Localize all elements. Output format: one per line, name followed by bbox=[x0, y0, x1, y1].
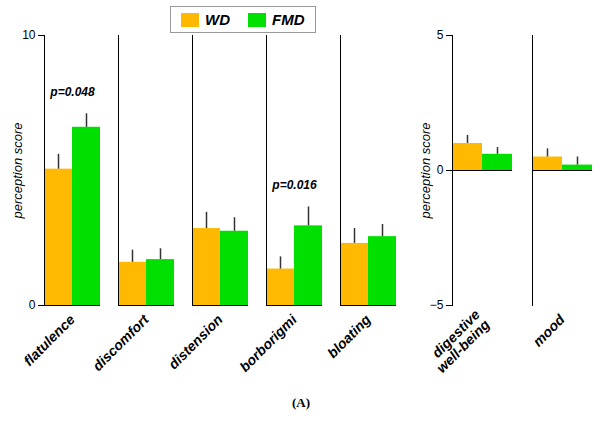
svg-text:digestivewell-being: digestivewell-being bbox=[423, 306, 493, 376]
svg-text:p=0.016: p=0.016 bbox=[271, 178, 317, 192]
svg-text:p=0.048: p=0.048 bbox=[49, 85, 95, 99]
svg-text:discomfort: discomfort bbox=[89, 310, 152, 373]
svg-text:0: 0 bbox=[29, 298, 36, 312]
svg-text:−5: −5 bbox=[430, 298, 444, 312]
svg-text:mood: mood bbox=[530, 311, 569, 350]
svg-text:perception score: perception score bbox=[418, 122, 433, 219]
svg-text:bloating: bloating bbox=[324, 311, 374, 361]
svg-text:0: 0 bbox=[437, 163, 444, 177]
svg-text:perception score: perception score bbox=[10, 122, 25, 219]
html-text:FMD: FMD bbox=[272, 11, 305, 28]
html-text:WD: WD bbox=[205, 11, 230, 28]
html-text:(A): (A) bbox=[292, 395, 310, 410]
svg-text:borborigmi: borborigmi bbox=[236, 311, 300, 375]
svg-text:distension: distension bbox=[165, 311, 226, 372]
svg-text:5: 5 bbox=[437, 28, 444, 42]
svg-text:flatulence: flatulence bbox=[20, 311, 78, 369]
svg-text:10: 10 bbox=[22, 28, 36, 42]
